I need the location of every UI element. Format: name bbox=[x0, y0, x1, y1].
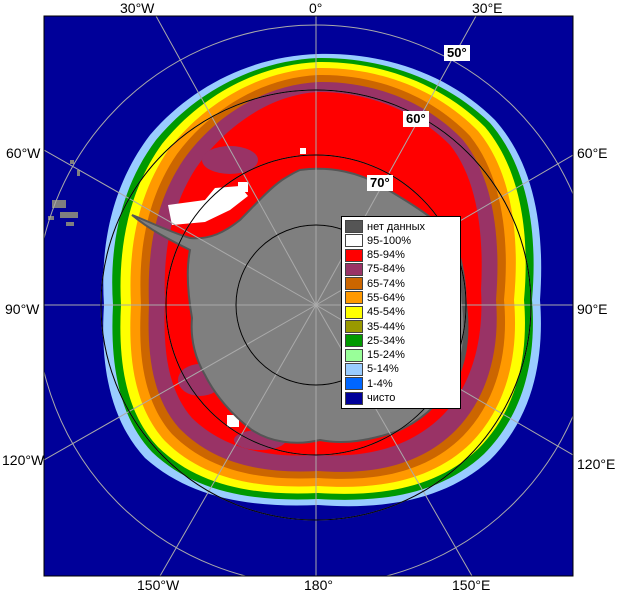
legend-item: 15-24% bbox=[345, 348, 458, 362]
legend-label: 25-34% bbox=[367, 334, 405, 347]
label-lat-50: 50° bbox=[444, 45, 470, 61]
legend-label: 1-4% bbox=[367, 377, 393, 390]
meridians bbox=[44, 16, 573, 576]
label-lat-60: 60° bbox=[403, 111, 429, 127]
legend-swatch bbox=[345, 220, 363, 233]
legend-swatch bbox=[345, 248, 363, 262]
legend-label: 45-54% bbox=[367, 306, 405, 319]
legend-label: 85-94% bbox=[367, 249, 405, 262]
map-frame bbox=[43, 15, 574, 577]
legend-label: нет данных bbox=[367, 220, 426, 233]
coastline-fragments bbox=[48, 160, 80, 226]
concentration-legend: нет данных 95-100% 85-94% 75-84% 65-74% 55-64… bbox=[341, 216, 461, 409]
legend-swatch bbox=[345, 362, 363, 376]
legend-item: нет данных bbox=[345, 220, 458, 233]
legend-swatch bbox=[345, 305, 363, 319]
legend-swatch bbox=[345, 291, 363, 305]
label-30w: 30°W bbox=[120, 0, 155, 16]
legend-item: 45-54% bbox=[345, 305, 458, 319]
legend-item: 55-64% bbox=[345, 291, 458, 305]
legend-label: 95-100% bbox=[367, 234, 412, 247]
legend-swatch bbox=[345, 320, 363, 334]
legend-item: 5-14% bbox=[345, 362, 458, 376]
label-60e: 60°E bbox=[577, 145, 608, 161]
legend-label: 75-84% bbox=[367, 263, 405, 276]
label-90e: 90°E bbox=[577, 301, 608, 317]
legend-item: 95-100% bbox=[345, 234, 458, 248]
legend-item: 65-74% bbox=[345, 277, 458, 291]
label-60w: 60°W bbox=[6, 145, 41, 161]
legend-label: чисто bbox=[367, 392, 396, 405]
label-0: 0° bbox=[309, 0, 323, 16]
legend-label: 5-14% bbox=[367, 363, 399, 376]
legend-swatch bbox=[345, 277, 363, 291]
label-90w: 90°W bbox=[5, 301, 40, 317]
legend-swatch bbox=[345, 234, 363, 248]
legend-item: 75-84% bbox=[345, 262, 458, 276]
label-120e: 120°E bbox=[577, 456, 616, 472]
legend-item: 1-4% bbox=[345, 377, 458, 391]
label-lat-70: 70° bbox=[367, 175, 393, 191]
legend-label: 15-24% bbox=[367, 349, 405, 362]
legend-item: 35-44% bbox=[345, 320, 458, 334]
legend-swatch bbox=[345, 391, 363, 405]
legend-item: 85-94% bbox=[345, 248, 458, 262]
legend-label: 65-74% bbox=[367, 277, 405, 290]
legend-swatch bbox=[345, 262, 363, 276]
legend-swatch bbox=[345, 334, 363, 348]
label-30e: 30°E bbox=[472, 0, 503, 16]
label-150w: 150°W bbox=[137, 577, 180, 593]
legend-label: 55-64% bbox=[367, 291, 405, 304]
legend-item: чисто bbox=[345, 391, 458, 405]
label-180: 180° bbox=[304, 577, 333, 593]
label-120w: 120°W bbox=[2, 452, 45, 468]
label-150e: 150°E bbox=[452, 577, 491, 593]
legend-swatch bbox=[345, 377, 363, 391]
legend-item: 25-34% bbox=[345, 334, 458, 348]
legend-swatch bbox=[345, 348, 363, 362]
legend-label: 35-44% bbox=[367, 320, 405, 333]
